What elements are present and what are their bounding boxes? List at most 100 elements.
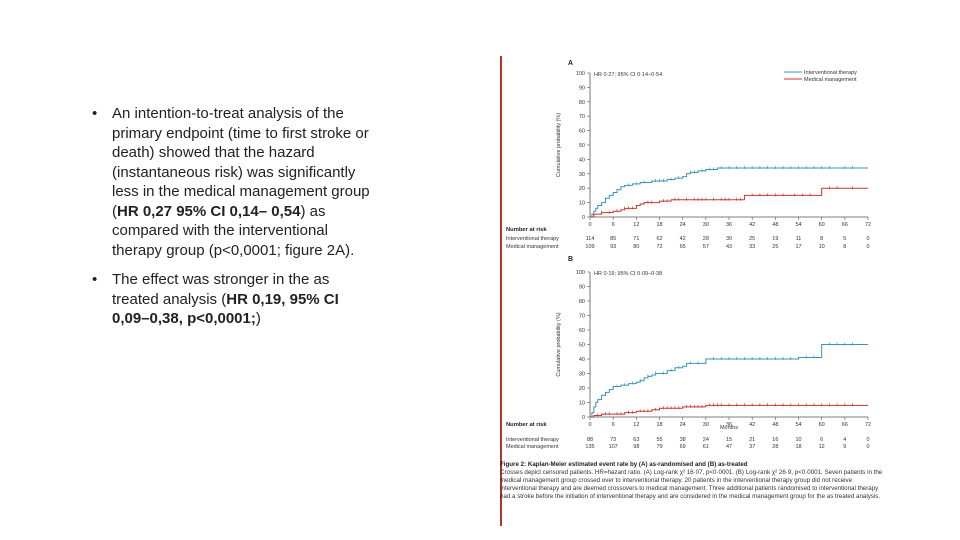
risk-value: 114	[586, 236, 595, 242]
y-tick-label: 10	[579, 201, 585, 207]
x-tick-label: 18	[656, 422, 662, 428]
risk-value: 65	[680, 244, 686, 250]
caption-body: Crosses depict censored patients. HR=haz…	[500, 469, 883, 500]
hr-annotation: HR 0·27; 95% CI 0·14–0·54	[594, 72, 662, 78]
legend-label: Interventional therapy	[804, 70, 857, 76]
km-curve-medical-management	[590, 187, 868, 218]
figure-caption: Figure 2: Kaplan-Meier estimated event r…	[500, 461, 886, 501]
bullet-text-as-treated: The effect was stronger in the as treate…	[112, 270, 372, 329]
x-tick-label: 54	[795, 422, 801, 428]
km-curve-interventional-therapy	[590, 167, 868, 218]
risk-value: 85	[610, 236, 616, 242]
x-tick-label: 0	[588, 222, 591, 228]
x-tick-label: 30	[703, 222, 709, 228]
risk-value: 17	[795, 244, 801, 250]
y-tick-label: 10	[579, 401, 585, 407]
risk-value: 0	[866, 244, 869, 250]
risk-value: 135	[585, 444, 594, 450]
y-axis-label: Cumulative probability (%)	[556, 113, 562, 177]
y-tick-label: 20	[579, 386, 585, 392]
bullet-dot: •	[92, 105, 98, 122]
y-tick-label: 90	[579, 85, 585, 91]
risk-value: 93	[610, 244, 616, 250]
x-tick-label: 36	[726, 422, 732, 428]
risk-value: 10	[795, 437, 801, 443]
risk-value: 79	[656, 444, 662, 450]
risk-value: 12	[819, 444, 825, 450]
y-tick-label: 40	[579, 157, 585, 163]
risk-value: 69	[680, 444, 686, 450]
y-tick-label: 100	[576, 71, 585, 77]
risk-value: 0	[866, 236, 869, 242]
bullet-text-itt: An intention-to-treat analysis of the pr…	[112, 104, 372, 260]
risk-row-label: Medical management	[506, 244, 559, 250]
y-tick-label: 90	[579, 285, 585, 291]
x-tick-label: 60	[819, 222, 825, 228]
risk-row-label: Interventional therapy	[506, 236, 559, 242]
risk-value: 63	[633, 437, 639, 443]
panel-label: A	[568, 60, 573, 67]
risk-value: 88	[587, 437, 593, 443]
y-tick-label: 80	[579, 299, 585, 305]
risk-value: 16	[772, 437, 778, 443]
y-tick-label: 20	[579, 186, 585, 192]
hr-annotation: HR 0·19; 95% CI 0·09–0·38	[594, 271, 662, 277]
risk-table-title: Number at risk	[506, 422, 547, 428]
risk-value: 73	[610, 437, 616, 443]
risk-value: 38	[680, 437, 686, 443]
figure-edge-rule	[500, 56, 502, 526]
y-tick-label: 0	[582, 215, 585, 221]
risk-value: 109	[585, 244, 594, 250]
x-tick-label: 6	[612, 222, 615, 228]
risk-table-title: Number at risk	[506, 227, 547, 233]
x-tick-label: 42	[749, 222, 755, 228]
x-tick-label: 54	[795, 222, 801, 228]
risk-value: 10	[819, 244, 825, 250]
legend-label: Medical management	[804, 77, 857, 83]
risk-value: 4	[843, 437, 846, 443]
bullet-dot: •	[92, 271, 98, 288]
risk-value: 25	[772, 244, 778, 250]
bullet-item-itt: • An intention-to-treat analysis of the …	[92, 104, 372, 260]
risk-value: 25	[749, 236, 755, 242]
x-tick-label: 72	[865, 222, 871, 228]
risk-value: 21	[749, 437, 755, 443]
x-tick-label: 12	[633, 222, 639, 228]
x-tick-label: 6	[612, 422, 615, 428]
y-tick-label: 30	[579, 172, 585, 178]
y-tick-label: 50	[579, 143, 585, 149]
x-tick-label: 60	[819, 422, 825, 428]
x-tick-label: 66	[842, 222, 848, 228]
risk-value: 11	[796, 236, 802, 242]
risk-value: 71	[633, 236, 639, 242]
risk-value: 43	[726, 244, 732, 250]
y-tick-label: 70	[579, 314, 585, 320]
risk-value: 19	[772, 236, 778, 242]
km-curve-medical-management	[590, 404, 868, 418]
x-tick-label: 30	[703, 422, 709, 428]
km-figure: A 0 10 20 30 40 50 60 70 80 90 100 0 6 12 18 24 30 36 42 48 5…	[502, 56, 886, 530]
risk-value: 42	[680, 236, 686, 242]
risk-value: 15	[726, 437, 732, 443]
risk-value: 80	[633, 244, 639, 250]
risk-value: 33	[749, 244, 755, 250]
caption-title: Figure 2: Kaplan-Meier estimated event r…	[500, 461, 748, 468]
y-tick-label: 30	[579, 372, 585, 378]
x-axis-label: Months	[720, 425, 738, 431]
risk-value: 6	[820, 437, 823, 443]
risk-value: 8	[820, 236, 823, 242]
bullet-bold-hr: HR 0,27 95% CI 0,14– 0,54	[117, 202, 301, 220]
bullet-text-part: An intention-to-treat analysis of the pr…	[112, 105, 370, 220]
risk-row-label: Interventional therapy	[506, 437, 559, 443]
x-tick-label: 24	[680, 422, 686, 428]
risk-value: 5	[843, 236, 846, 242]
bullet-list: • An intention-to-treat analysis of the …	[92, 104, 372, 339]
bullet-text-part: )	[255, 310, 261, 327]
y-tick-label: 60	[579, 328, 585, 334]
risk-value: 57	[703, 244, 709, 250]
risk-value: 28	[772, 444, 778, 450]
risk-value: 30	[726, 236, 732, 242]
y-tick-label: 70	[579, 114, 585, 120]
x-tick-label: 42	[749, 422, 755, 428]
